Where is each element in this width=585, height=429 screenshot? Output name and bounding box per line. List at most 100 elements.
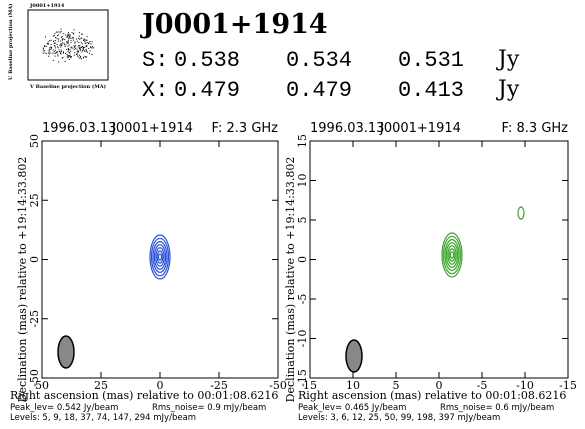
contour <box>517 206 525 220</box>
uv-point <box>67 45 69 47</box>
uv-x-label: V Baseline projection (MA) <box>29 83 106 90</box>
peak-level: Peak_lev= 0.465 Jy/beam <box>298 403 406 413</box>
uv-point <box>50 48 52 50</box>
uv-point <box>42 47 44 49</box>
uv-point <box>74 46 76 48</box>
uv-point <box>60 28 62 30</box>
uv-point <box>51 46 53 48</box>
uv-point <box>68 36 70 38</box>
uv-point <box>67 47 69 49</box>
uv-point <box>85 51 87 53</box>
uv-point <box>56 38 58 40</box>
uv-point <box>84 56 86 58</box>
uv-point <box>83 38 85 40</box>
uv-point <box>86 56 88 58</box>
uv-plot: J0001+1914 V Baseline projection (MA) U … <box>7 3 109 90</box>
uv-point <box>61 57 63 59</box>
x-axis-label: Right ascension (mas) relative to 00:01:… <box>10 389 278 402</box>
uv-point <box>79 54 81 56</box>
uv-point <box>68 38 70 40</box>
uv-point <box>70 38 72 40</box>
uv-point <box>86 46 88 48</box>
uv-point <box>52 59 54 61</box>
uv-point <box>53 35 55 37</box>
beam <box>57 335 75 369</box>
contour <box>445 242 459 268</box>
contour <box>149 234 171 280</box>
x-tick-label: 15 <box>303 379 317 392</box>
uv-point <box>60 53 62 55</box>
uv-point <box>81 46 83 48</box>
uv-point <box>64 46 66 48</box>
uv-point <box>71 37 73 39</box>
uv-point <box>78 45 80 47</box>
uv-point <box>71 32 73 34</box>
uv-point <box>72 37 74 39</box>
uv-point <box>67 49 69 51</box>
uv-point <box>61 44 63 46</box>
uv-point <box>45 36 47 38</box>
uv-point <box>79 45 81 47</box>
uv-point <box>42 52 44 54</box>
y-tick-label: -25 <box>28 310 41 328</box>
x-tick-label: -5 <box>477 379 488 392</box>
uv-point <box>69 36 71 38</box>
uv-point <box>69 55 71 57</box>
uv-point <box>91 47 93 49</box>
uv-point <box>53 34 55 36</box>
uv-point <box>91 53 93 55</box>
uv-point <box>80 58 82 60</box>
y-tick-label: 15 <box>296 134 309 148</box>
uv-point <box>60 49 62 51</box>
uv-point <box>58 40 60 42</box>
uv-point <box>48 43 50 45</box>
uv-point <box>70 50 72 52</box>
rms-noise: Rms_noise= 0.6 mJy/beam <box>440 403 554 413</box>
x-tick-label: 0 <box>436 379 443 392</box>
uv-point <box>60 45 62 47</box>
uv-point <box>58 51 60 53</box>
uv-point <box>77 46 79 48</box>
uv-point <box>77 54 79 56</box>
uv-point <box>69 56 71 58</box>
uv-point <box>80 41 82 43</box>
uv-point <box>66 36 68 38</box>
uv-point <box>67 57 69 59</box>
uv-point <box>78 48 80 50</box>
date: 1996.03.13 <box>42 121 116 136</box>
uv-point <box>90 46 92 48</box>
uv-point <box>54 42 56 44</box>
uv-point <box>66 49 68 51</box>
uv-point <box>49 51 51 53</box>
uv-point <box>86 36 88 38</box>
contour <box>447 245 457 265</box>
uv-point <box>88 42 90 44</box>
y-tick-label: 10 <box>296 174 309 188</box>
uv-point <box>77 56 79 58</box>
uv-point <box>56 51 58 53</box>
uv-point <box>56 31 58 33</box>
uv-point <box>77 51 79 53</box>
uv-point <box>50 44 52 46</box>
uv-point <box>82 46 84 48</box>
uv-point <box>73 29 75 31</box>
uv-point <box>50 47 52 49</box>
uv-point <box>72 39 74 41</box>
uv-point <box>83 40 85 42</box>
uv-point <box>84 41 86 43</box>
uv-point <box>53 42 55 44</box>
x-tick-label: -25 <box>210 379 228 392</box>
x-tick-label: -50 <box>269 379 287 392</box>
uv-point <box>68 51 70 53</box>
contour <box>150 237 170 277</box>
uv-point <box>88 52 90 54</box>
uv-point <box>44 52 46 54</box>
uv-point <box>79 57 81 59</box>
uv-point <box>69 49 71 51</box>
uv-point <box>76 38 78 40</box>
uv-point <box>90 43 92 45</box>
uv-point <box>48 50 50 52</box>
y-tick-label: 0 <box>296 256 309 263</box>
y-tick-label: 25 <box>28 193 41 207</box>
